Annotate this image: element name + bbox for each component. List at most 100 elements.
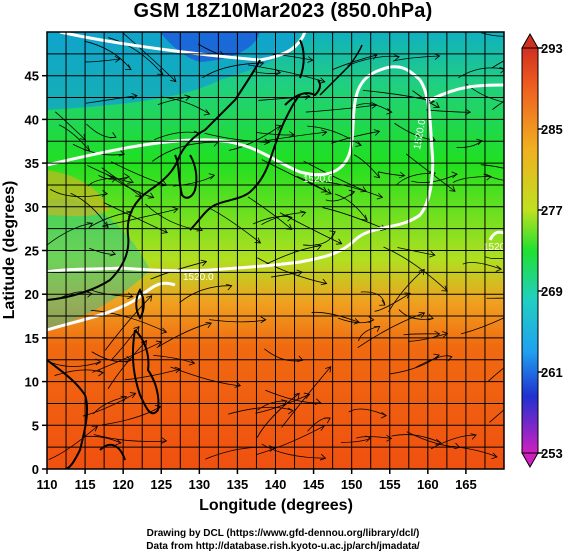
streamline: [101, 406, 161, 426]
streamline-arrow: [379, 224, 387, 231]
streamline-arrow: [433, 102, 440, 108]
streamline-arrow: [320, 278, 328, 286]
streamline-arrow: [307, 56, 314, 63]
streamline: [389, 354, 440, 375]
y-tick-label: 5: [32, 418, 39, 433]
streamline: [49, 188, 108, 198]
streamline: [154, 131, 200, 141]
streamline: [104, 295, 153, 351]
streamline: [358, 326, 380, 342]
colorbar-tick-label: 285: [541, 122, 563, 137]
streamline-arrow: [449, 185, 456, 192]
x-tick-label: 140: [265, 477, 287, 492]
streamline-arrow: [435, 438, 442, 446]
streamline: [257, 257, 327, 284]
streamline: [383, 246, 448, 292]
y-tick-label: 40: [25, 112, 39, 127]
streamline: [356, 436, 392, 439]
streamline: [152, 141, 218, 162]
streamline-arrow: [499, 66, 504, 74]
streamline-arrow: [86, 290, 93, 298]
streamline-arrow: [434, 53, 441, 60]
streamline: [261, 443, 326, 459]
streamline: [93, 434, 167, 442]
streamline-arrow: [123, 173, 130, 180]
streamline-arrow: [205, 321, 212, 329]
streamline-arrow: [485, 173, 492, 181]
streamline: [265, 389, 321, 404]
streamline-arrow: [200, 259, 208, 267]
x-tick-label: 125: [150, 477, 172, 492]
x-tick-label: 120: [112, 477, 134, 492]
streamline-arrow: [299, 210, 307, 217]
streamline: [397, 247, 435, 256]
streamline: [50, 361, 101, 367]
streamline-arrow: [380, 411, 388, 419]
streamline-arrow: [115, 438, 122, 446]
streamline: [357, 312, 425, 349]
streamline-arrow: [268, 445, 276, 452]
streamline: [395, 172, 436, 186]
y-tick-label: 25: [25, 244, 39, 259]
x-tick-label: 130: [188, 477, 210, 492]
streamline: [374, 293, 411, 312]
streamline-arrow: [386, 434, 393, 442]
streamline-arrow: [371, 102, 378, 109]
streamline-arrow: [281, 399, 288, 406]
x-tick-label: 165: [455, 477, 477, 492]
streamline-arrow: [131, 93, 138, 100]
streamline: [356, 103, 392, 113]
streamline: [255, 393, 310, 414]
colorbar: 293 285 277 269 261 253: [521, 32, 563, 469]
streamline-arrow: [544, 185, 550, 191]
streamline-arrow: [470, 433, 477, 440]
streamline: [307, 125, 362, 146]
streamline: [256, 425, 325, 455]
streamline: [258, 95, 310, 101]
streamline: [348, 408, 387, 417]
streamline: [84, 40, 132, 70]
streamline: [247, 196, 293, 230]
streamline-arrow: [491, 452, 498, 460]
streamline-arrow: [196, 225, 203, 232]
streamline-arrow: [287, 407, 294, 415]
streamline: [492, 100, 504, 110]
streamline-arrow: [286, 214, 293, 222]
footer-credit-drawing: Drawing by DCL (https://www.gfd-dennou.o…: [146, 528, 420, 539]
y-tick-label: 30: [25, 200, 39, 215]
streamline-arrow: [303, 392, 311, 399]
streamline-arrow: [225, 283, 233, 291]
streamline: [47, 222, 93, 246]
y-tick-label: 0: [32, 462, 39, 477]
streamline: [491, 60, 504, 69]
streamline: [408, 333, 448, 342]
streamline-arrow: [293, 392, 300, 400]
streamline-arrow: [325, 366, 332, 373]
streamline-arrow: [393, 54, 400, 61]
streamline-arrow: [376, 192, 384, 200]
colorbar-tick-label: 269: [541, 284, 563, 299]
streamline: [209, 319, 266, 323]
streamline-arrow: [170, 75, 177, 83]
streamline-arrow: [91, 425, 99, 432]
x-tick-label: 115: [75, 477, 96, 492]
streamline-arrow: [146, 295, 153, 302]
streamline: [83, 435, 122, 444]
streamline-arrow: [373, 172, 381, 179]
streamline-arrow: [476, 138, 483, 146]
streamline-arrow: [404, 292, 411, 299]
streamline-arrow: [353, 318, 361, 325]
streamline: [209, 208, 261, 244]
streamline-arrow: [335, 238, 343, 245]
streamline: [84, 58, 121, 63]
streamline: [90, 309, 167, 333]
x-tick-label: 145: [303, 477, 325, 492]
streamline-arrow: [129, 392, 137, 399]
streamline: [108, 37, 164, 75]
streamline: [58, 124, 90, 151]
x-tick-label: 150: [341, 477, 363, 492]
streamline-arrow: [161, 227, 168, 234]
streamline-arrow: [127, 177, 134, 184]
streamline-arrow: [321, 129, 328, 137]
streamline-arrow: [418, 268, 425, 276]
